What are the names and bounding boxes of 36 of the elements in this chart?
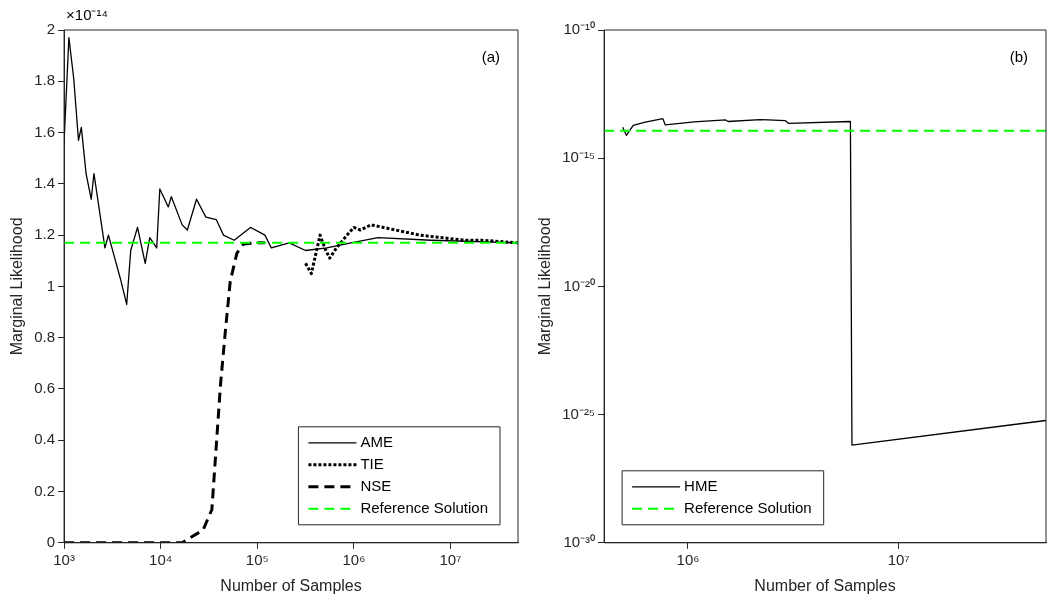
x-tick-label: 10⁶: [342, 550, 366, 568]
y-axis-title: Marginal Likelihood: [536, 217, 554, 356]
y-tick-label: 1.4: [34, 173, 56, 191]
x-tick-label: 10⁷: [887, 550, 910, 568]
y-tick-label: 1.2: [34, 225, 56, 243]
y-tick-label: 2: [46, 20, 56, 38]
y-tick-label: 10⁻²⁰: [563, 276, 596, 294]
legend-label: NSE: [360, 476, 392, 494]
y-axis-title: Marginal Likelihood: [8, 217, 26, 356]
text: ×10⁻¹⁴: [66, 6, 108, 24]
legend-label: Reference Solution: [360, 498, 489, 516]
y-tick-label: 10⁻²⁵: [562, 404, 596, 422]
y-tick-label: 1: [46, 276, 56, 294]
x-axis-title: Number of Samples: [754, 576, 896, 594]
annotation: (b): [1009, 48, 1028, 66]
y-tick-label: 0.4: [34, 430, 56, 448]
legend-label: TIE: [360, 454, 384, 472]
y-tick-label: 10⁻³⁰: [563, 532, 596, 550]
x-tick-label: 10⁴: [149, 550, 173, 568]
legend-label: AME: [360, 432, 393, 450]
x-tick-label: 10⁵: [245, 550, 269, 568]
annotation: (a): [481, 48, 500, 66]
y-tick-label: 1.6: [34, 122, 56, 140]
legend-label: Reference Solution: [684, 498, 812, 516]
x-tick-label: 10⁷: [439, 550, 462, 568]
y-tick-label: 0.8: [34, 327, 56, 345]
x-tick-label: 10⁶: [676, 550, 700, 568]
y-tick-label: 1.8: [34, 71, 56, 89]
y-tick-label: 10⁻¹⁰: [563, 20, 596, 38]
y-tick-label: 0.2: [34, 481, 56, 499]
legend-label: HME: [684, 476, 718, 494]
y-tick-label: 0: [46, 532, 56, 550]
x-tick-label: 10³: [53, 550, 75, 568]
y-tick-label: 0.6: [34, 379, 56, 397]
y-tick-label: 10⁻¹⁵: [562, 148, 596, 166]
x-axis-title: Number of Samples: [220, 576, 362, 594]
